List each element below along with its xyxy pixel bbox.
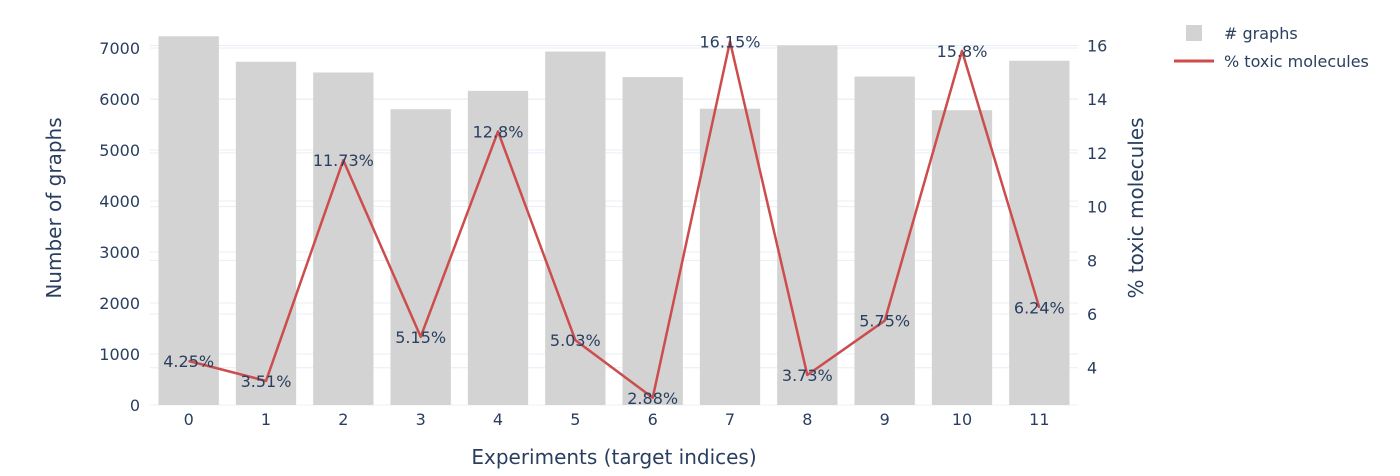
bar xyxy=(854,76,915,405)
bar xyxy=(622,77,683,405)
y2-tick-label: 14 xyxy=(1087,90,1107,109)
bar xyxy=(699,108,761,405)
line-point xyxy=(188,360,190,362)
y-tick-label: 0 xyxy=(130,396,140,415)
bar xyxy=(390,109,451,405)
y-tick-label: 1000 xyxy=(99,345,140,364)
data-label: 2.88% xyxy=(627,389,678,408)
line-series xyxy=(188,40,1041,400)
y2-tick-label: 4 xyxy=(1087,359,1097,378)
y2-tick-label: 10 xyxy=(1087,198,1107,217)
bar xyxy=(313,72,374,405)
data-label: 4.25% xyxy=(163,352,214,371)
y-tick-label: 4000 xyxy=(99,192,140,211)
line-point xyxy=(574,339,576,341)
x-tick-label: 1 xyxy=(261,410,271,429)
legend-item-graphs[interactable]: # graphs xyxy=(1186,24,1298,43)
y2-tick-label: 8 xyxy=(1087,251,1097,270)
x-tick-label: 6 xyxy=(648,410,658,429)
data-label: 5.03% xyxy=(550,331,601,350)
data-label: 3.73% xyxy=(782,366,833,385)
x-tick-label: 9 xyxy=(880,410,890,429)
data-label: 15.8% xyxy=(937,42,988,61)
bar xyxy=(467,90,529,405)
line-point xyxy=(342,159,344,161)
line-point xyxy=(497,130,499,132)
y-axis-ticks: 0 1000 2000 3000 4000 5000 6000 7000 xyxy=(99,39,140,415)
y-axis-title: Number of graphs xyxy=(42,117,66,298)
line-point xyxy=(1038,307,1040,309)
legend-label-toxic: % toxic molecules xyxy=(1224,52,1369,71)
bar xyxy=(235,61,297,406)
y-tick-label: 6000 xyxy=(99,90,140,109)
legend-item-toxic[interactable]: % toxic molecules xyxy=(1174,52,1369,71)
x-axis-ticks: 0 1 2 3 4 5 6 7 8 9 10 11 xyxy=(184,410,1050,429)
line-point xyxy=(961,50,963,52)
y2-tick-label: 12 xyxy=(1087,144,1107,163)
line-point xyxy=(729,40,731,42)
bar-series xyxy=(158,36,1070,406)
data-label: 12.8% xyxy=(473,122,524,141)
legend: # graphs % toxic molecules xyxy=(1174,24,1369,71)
x-axis-title: Experiments (target indices) xyxy=(471,445,756,469)
y2-tick-label: 6 xyxy=(1087,305,1097,324)
x-tick-label: 5 xyxy=(570,410,580,429)
x-tick-label: 7 xyxy=(725,410,735,429)
data-label: 5.75% xyxy=(859,312,910,331)
data-label: 16.15% xyxy=(699,32,760,51)
x-tick-label: 2 xyxy=(338,410,348,429)
bar xyxy=(931,110,993,405)
y2-tick-label: 16 xyxy=(1087,37,1107,56)
line-point xyxy=(265,380,267,382)
line-point xyxy=(884,320,886,322)
bar xyxy=(1009,60,1070,405)
data-label: 6.24% xyxy=(1014,299,1065,318)
x-tick-label: 11 xyxy=(1029,410,1049,429)
data-labels: 4.25% 3.51% 11.73% 5.15% 12.8% 5.03% 2.88% 16.1… xyxy=(163,32,1064,407)
bar xyxy=(777,45,838,405)
bar xyxy=(545,51,606,405)
bar xyxy=(158,36,219,406)
line-toxic xyxy=(188,40,1041,400)
x-tick-label: 8 xyxy=(802,410,812,429)
x-tick-label: 4 xyxy=(493,410,503,429)
line-point xyxy=(652,397,654,399)
line-point xyxy=(420,336,422,338)
y2-axis-title: % toxic molecules xyxy=(1124,117,1148,298)
x-tick-label: 10 xyxy=(952,410,972,429)
grid xyxy=(150,45,1078,406)
data-label: 3.51% xyxy=(241,372,292,391)
x-tick-label: 0 xyxy=(184,410,194,429)
legend-label-graphs: # graphs xyxy=(1224,24,1298,43)
y-tick-label: 5000 xyxy=(99,141,140,160)
y-tick-label: 2000 xyxy=(99,294,140,313)
data-label: 11.73% xyxy=(313,151,374,170)
x-tick-label: 3 xyxy=(416,410,426,429)
data-label: 5.15% xyxy=(395,328,446,347)
line-point xyxy=(806,374,808,376)
y2-axis-ticks: 4 6 8 10 12 14 16 xyxy=(1087,37,1107,378)
y-tick-label: 7000 xyxy=(99,39,140,58)
y-tick-label: 3000 xyxy=(99,243,140,262)
legend-swatch-graphs xyxy=(1186,25,1202,41)
